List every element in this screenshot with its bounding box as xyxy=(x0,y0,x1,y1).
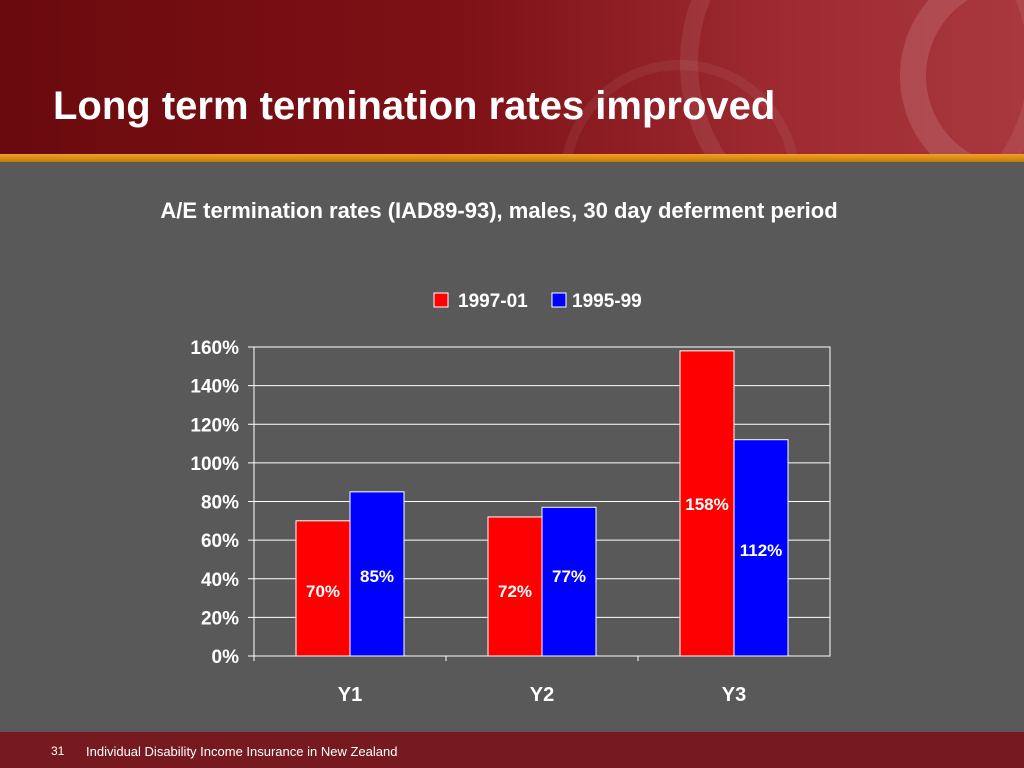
x-tick-label: Y3 xyxy=(722,684,746,706)
x-tick-label: Y1 xyxy=(338,684,362,706)
page-number: 31 xyxy=(51,744,65,758)
legend-swatch xyxy=(433,292,449,308)
bar xyxy=(487,516,543,657)
y-tick-label: 20% xyxy=(201,608,239,629)
bar xyxy=(349,491,405,657)
data-label: 158% xyxy=(685,495,728,514)
y-tick-label: 80% xyxy=(201,493,239,514)
bar xyxy=(733,439,789,657)
chart-title: A/E termination rates (IAD89-93), males,… xyxy=(160,198,837,223)
y-tick-label: 120% xyxy=(190,415,239,436)
data-label: 70% xyxy=(306,582,340,601)
y-tick-label: 140% xyxy=(190,377,239,398)
data-label: 72% xyxy=(498,582,532,601)
page-title: Long term termination rates improved xyxy=(53,84,776,128)
footer-bar xyxy=(0,732,1024,768)
bar xyxy=(679,350,735,657)
y-tick-label: 100% xyxy=(190,454,239,475)
x-tick-label: Y2 xyxy=(530,684,554,706)
y-tick-label: 60% xyxy=(201,531,239,552)
header-banner xyxy=(0,0,1024,154)
accent-divider xyxy=(0,154,1024,162)
y-tick-label: 0% xyxy=(212,647,240,668)
footer-text: Individual Disability Income Insurance i… xyxy=(86,744,398,759)
legend-label: 1997-01 xyxy=(458,291,528,312)
data-label: 77% xyxy=(552,567,586,586)
y-tick-label: 160% xyxy=(190,338,239,359)
y-tick-label: 40% xyxy=(201,570,239,591)
bar xyxy=(295,520,351,657)
bar xyxy=(541,506,597,657)
data-label: 85% xyxy=(360,567,394,586)
legend-swatch xyxy=(551,292,567,308)
data-label: 112% xyxy=(740,541,783,560)
legend-label: 1995-99 xyxy=(572,291,642,312)
